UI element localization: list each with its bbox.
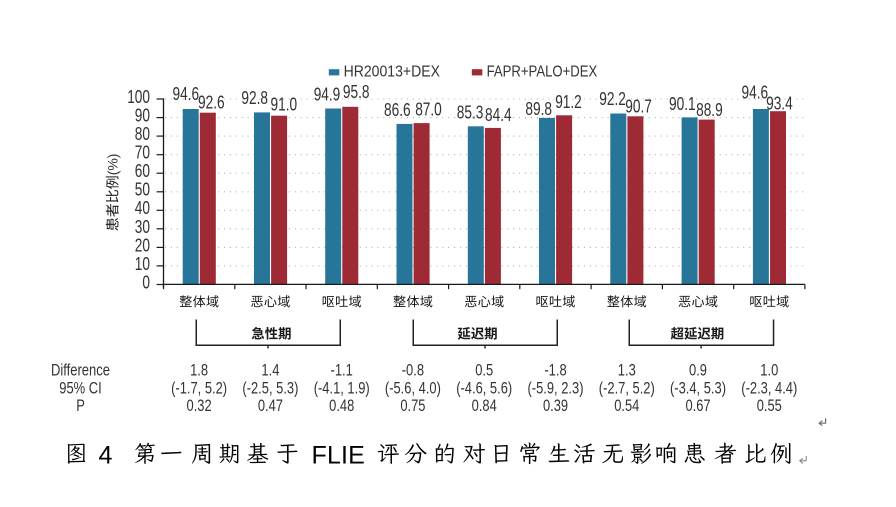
svg-text:90.1: 90.1 [669, 94, 696, 114]
svg-text:-1.8: -1.8 [544, 361, 566, 380]
svg-text:50: 50 [135, 180, 150, 200]
svg-text:91.0: 91.0 [271, 95, 298, 115]
svg-text:0.39: 0.39 [543, 396, 568, 415]
svg-text:91.2: 91.2 [555, 92, 582, 112]
svg-text:0.32: 0.32 [187, 396, 212, 415]
svg-text:(-1.7, 5.2): (-1.7, 5.2) [171, 379, 227, 398]
svg-text:0.54: 0.54 [614, 396, 639, 415]
svg-text:(-3.4, 5.3): (-3.4, 5.3) [670, 379, 726, 398]
svg-text:0.67: 0.67 [685, 396, 710, 415]
svg-text:92.6: 92.6 [198, 93, 225, 113]
svg-text:84.4: 84.4 [485, 105, 512, 125]
svg-text:0.84: 0.84 [472, 396, 497, 415]
svg-text:Difference: Difference [51, 361, 110, 380]
svg-text:(-2.3, 4.4): (-2.3, 4.4) [741, 379, 797, 398]
svg-text:93.4: 93.4 [766, 94, 793, 114]
svg-text:0: 0 [142, 272, 150, 292]
svg-text:40: 40 [135, 198, 150, 218]
svg-text:95% CI: 95% CI [59, 379, 101, 398]
svg-text:70: 70 [135, 143, 150, 163]
svg-text:1.4: 1.4 [261, 361, 279, 380]
svg-text:88.9: 88.9 [696, 100, 723, 120]
svg-text:0.5: 0.5 [475, 361, 493, 380]
svg-text:0.75: 0.75 [400, 396, 425, 415]
svg-text:92.8: 92.8 [241, 88, 268, 108]
svg-text:0.9: 0.9 [689, 361, 707, 380]
svg-text:(-4.6, 5.6): (-4.6, 5.6) [456, 379, 512, 398]
svg-text:(-2.5, 5.3): (-2.5, 5.3) [242, 379, 298, 398]
svg-text:0.47: 0.47 [258, 396, 283, 415]
svg-text:HR20013+DEX: HR20013+DEX [344, 64, 441, 81]
svg-text:89.8: 89.8 [525, 99, 552, 119]
svg-text:60: 60 [135, 161, 150, 181]
svg-text:80: 80 [135, 124, 150, 144]
svg-text:(%): (%) [105, 154, 121, 176]
svg-text:86.6: 86.6 [384, 100, 411, 120]
svg-text:0.48: 0.48 [329, 396, 354, 415]
svg-text:FLIE: FLIE [312, 441, 365, 469]
svg-text:95.8: 95.8 [343, 82, 370, 102]
svg-text:-0.8: -0.8 [402, 361, 424, 380]
svg-text:(-5.6, 4.0): (-5.6, 4.0) [385, 379, 441, 398]
svg-text:1.3: 1.3 [618, 361, 636, 380]
svg-text:87.0: 87.0 [415, 100, 442, 120]
svg-text:1.8: 1.8 [190, 361, 208, 380]
svg-text:20: 20 [135, 235, 150, 255]
svg-text:(-4.1, 1.9): (-4.1, 1.9) [314, 379, 370, 398]
svg-text:FAPR+PALO+DEX: FAPR+PALO+DEX [487, 64, 598, 81]
svg-text:85.3: 85.3 [457, 102, 484, 122]
svg-text:4: 4 [98, 442, 112, 470]
svg-text:0.55: 0.55 [757, 396, 782, 415]
svg-text:(-2.7, 5.2): (-2.7, 5.2) [599, 379, 655, 398]
svg-text:92.2: 92.2 [599, 89, 626, 109]
svg-text:94.9: 94.9 [314, 84, 341, 104]
svg-text:(-5.9, 2.3): (-5.9, 2.3) [528, 379, 584, 398]
svg-text:94.6: 94.6 [742, 82, 769, 102]
svg-text:-1.1: -1.1 [331, 361, 353, 380]
svg-text:P: P [76, 396, 85, 415]
svg-text:90: 90 [135, 106, 150, 126]
svg-text:10: 10 [135, 254, 150, 274]
svg-text:100: 100 [127, 87, 150, 107]
svg-text:30: 30 [135, 217, 150, 237]
svg-text:94.6: 94.6 [173, 84, 200, 104]
svg-text:90.7: 90.7 [625, 97, 652, 117]
svg-text:1.0: 1.0 [760, 361, 778, 380]
